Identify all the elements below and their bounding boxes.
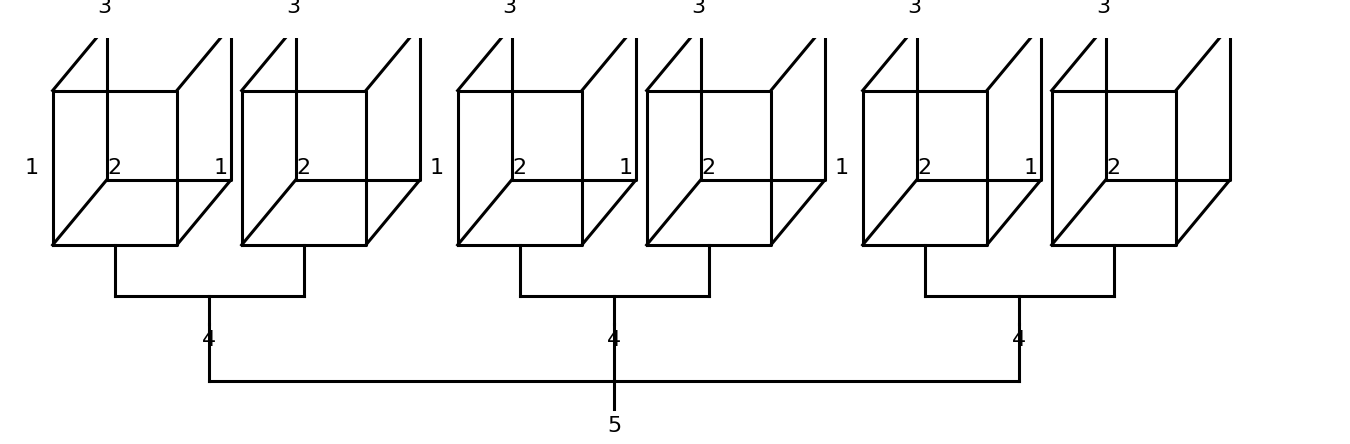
Text: 1: 1	[836, 158, 849, 178]
Text: 1: 1	[26, 158, 39, 178]
Text: 4: 4	[1012, 330, 1026, 350]
Text: 3: 3	[907, 0, 921, 17]
Text: 2: 2	[1107, 158, 1120, 178]
Text: 2: 2	[513, 158, 526, 178]
Text: 3: 3	[1096, 0, 1110, 17]
Polygon shape	[458, 91, 582, 245]
Text: 2: 2	[702, 158, 716, 178]
Text: 2: 2	[108, 158, 122, 178]
Text: 1: 1	[1025, 158, 1038, 178]
Polygon shape	[177, 26, 231, 245]
Text: 2: 2	[918, 158, 932, 178]
Polygon shape	[366, 26, 420, 245]
Polygon shape	[1176, 26, 1230, 245]
Polygon shape	[987, 26, 1041, 245]
Text: 3: 3	[286, 0, 300, 17]
Text: 4: 4	[202, 330, 216, 350]
Polygon shape	[53, 91, 177, 245]
Text: 4: 4	[608, 330, 621, 350]
Polygon shape	[1052, 91, 1176, 245]
Polygon shape	[647, 91, 771, 245]
Polygon shape	[647, 26, 825, 91]
Polygon shape	[458, 26, 636, 91]
Text: 1: 1	[431, 158, 444, 178]
Polygon shape	[582, 26, 636, 245]
Text: 2: 2	[297, 158, 310, 178]
Polygon shape	[1052, 26, 1230, 91]
Polygon shape	[242, 26, 420, 91]
Text: 1: 1	[215, 158, 228, 178]
Text: 5: 5	[608, 416, 621, 436]
Polygon shape	[863, 91, 987, 245]
Text: 3: 3	[97, 0, 111, 17]
Polygon shape	[771, 26, 825, 245]
Text: 3: 3	[502, 0, 516, 17]
Text: 1: 1	[620, 158, 633, 178]
Text: 3: 3	[691, 0, 705, 17]
Polygon shape	[242, 91, 366, 245]
Polygon shape	[863, 26, 1041, 91]
Polygon shape	[53, 26, 231, 91]
